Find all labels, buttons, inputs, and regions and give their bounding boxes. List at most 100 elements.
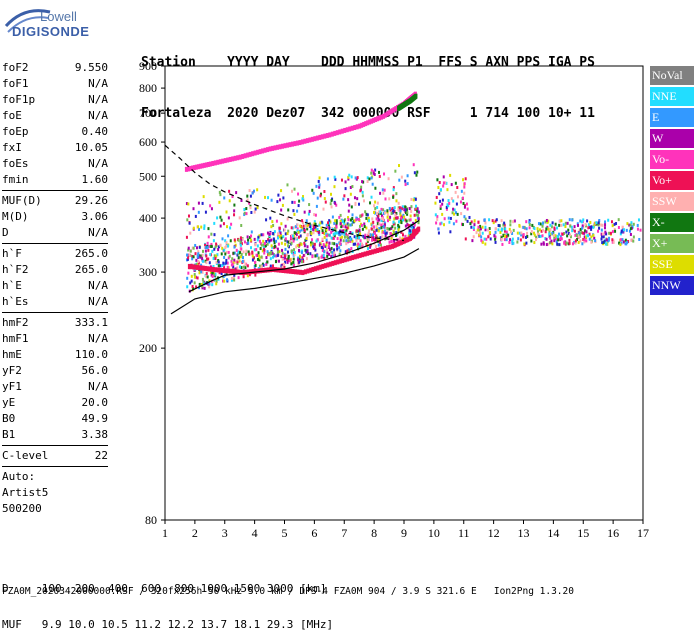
- param-value: N/A: [88, 157, 108, 170]
- echo-point: [213, 233, 216, 237]
- trace-point: [288, 142, 292, 148]
- echo-point: [286, 258, 289, 262]
- echo-point: [524, 235, 527, 239]
- echo-point: [222, 274, 225, 278]
- echo-point: [297, 230, 300, 234]
- echo-point: [373, 210, 376, 214]
- echo-point: [321, 229, 324, 233]
- x-tick-label: 6: [311, 526, 317, 540]
- echo-point: [585, 230, 588, 234]
- trace-point: [341, 257, 345, 263]
- echo-point: [376, 201, 379, 205]
- echo-point: [547, 242, 550, 246]
- echo-point: [315, 204, 318, 208]
- echo-point: [350, 247, 353, 251]
- echo-point: [292, 257, 295, 261]
- echo-point: [453, 208, 456, 212]
- echo-point: [569, 224, 572, 228]
- param-row: yF2 56.0: [2, 363, 108, 379]
- echo-point: [354, 176, 357, 180]
- echo-point: [453, 212, 456, 216]
- echo-point: [366, 179, 369, 183]
- echo-point: [295, 236, 298, 240]
- echo-point: [549, 236, 552, 240]
- param-row: hmF2 333.1: [2, 315, 108, 331]
- echo-point: [335, 225, 338, 229]
- echo-point: [377, 212, 380, 216]
- echo-point: [263, 251, 266, 255]
- echo-point: [247, 241, 250, 245]
- echo-point: [286, 232, 289, 236]
- echo-point: [566, 221, 569, 225]
- trace-point: [328, 261, 332, 267]
- echo-point: [217, 248, 220, 252]
- echo-point: [415, 173, 418, 177]
- echo-point: [380, 207, 383, 211]
- trace-point: [231, 156, 235, 162]
- echo-point: [400, 216, 403, 220]
- echo-point: [577, 235, 580, 239]
- trace-point: [283, 268, 287, 274]
- echo-point: [382, 191, 385, 195]
- echo-point: [518, 231, 521, 235]
- echo-point: [205, 257, 208, 261]
- echo-point: [327, 233, 330, 237]
- echo-point: [416, 209, 419, 213]
- echo-point: [280, 264, 283, 268]
- echo-point: [622, 230, 625, 234]
- echo-point: [413, 223, 416, 227]
- param-row: foEs N/A: [2, 156, 108, 172]
- echo-point: [245, 249, 248, 253]
- echo-point: [333, 175, 336, 179]
- echo-point: [503, 221, 506, 225]
- echo-point: [400, 221, 403, 225]
- echo-point: [325, 223, 328, 227]
- echo-point: [215, 254, 218, 258]
- param-label: yF2: [2, 364, 22, 377]
- echo-point: [277, 242, 280, 246]
- param-value: N/A: [88, 279, 108, 292]
- echo-point: [589, 226, 592, 230]
- echo-point: [587, 223, 590, 227]
- echo-point: [335, 219, 338, 223]
- echo-point: [388, 206, 391, 210]
- echo-point: [341, 219, 344, 223]
- echo-point: [630, 221, 633, 225]
- trace-point: [358, 252, 362, 258]
- echo-point: [464, 237, 467, 241]
- echo-point: [477, 220, 480, 224]
- trace-point: [186, 166, 190, 172]
- echo-point: [316, 227, 319, 231]
- trace-point: [356, 253, 360, 259]
- echo-point: [323, 190, 326, 194]
- header-values: Fortaleza 2020 Dez07 342 000000 RSF 1 71…: [141, 106, 595, 121]
- trace-point: [224, 268, 228, 274]
- echo-point: [327, 252, 330, 256]
- echo-point: [442, 223, 445, 227]
- echo-point: [349, 230, 352, 234]
- echo-point: [536, 227, 539, 231]
- legend: NoVal NNE E W Vo- Vo+ SSW X- X+ SSE NNW: [650, 66, 694, 297]
- echo-point: [314, 228, 317, 232]
- echo-point: [185, 202, 188, 206]
- echo-point: [318, 223, 321, 227]
- echo-point: [412, 198, 415, 202]
- echo-point: [277, 232, 280, 236]
- echo-point: [187, 246, 190, 250]
- echo-point: [495, 218, 498, 222]
- echo-point: [442, 181, 445, 185]
- echo-point: [334, 201, 337, 205]
- echo-point: [237, 238, 240, 242]
- echo-point: [217, 245, 220, 249]
- echo-point: [386, 219, 389, 223]
- echo-point: [403, 208, 406, 212]
- x-tick-label: 7: [341, 526, 347, 540]
- echo-point: [456, 195, 459, 199]
- echo-point: [331, 250, 334, 254]
- echo-point: [296, 227, 299, 231]
- echo-point: [460, 189, 463, 193]
- echo-point: [392, 229, 395, 233]
- echo-point: [580, 231, 583, 235]
- echo-point: [267, 196, 270, 200]
- echo-point: [280, 189, 283, 193]
